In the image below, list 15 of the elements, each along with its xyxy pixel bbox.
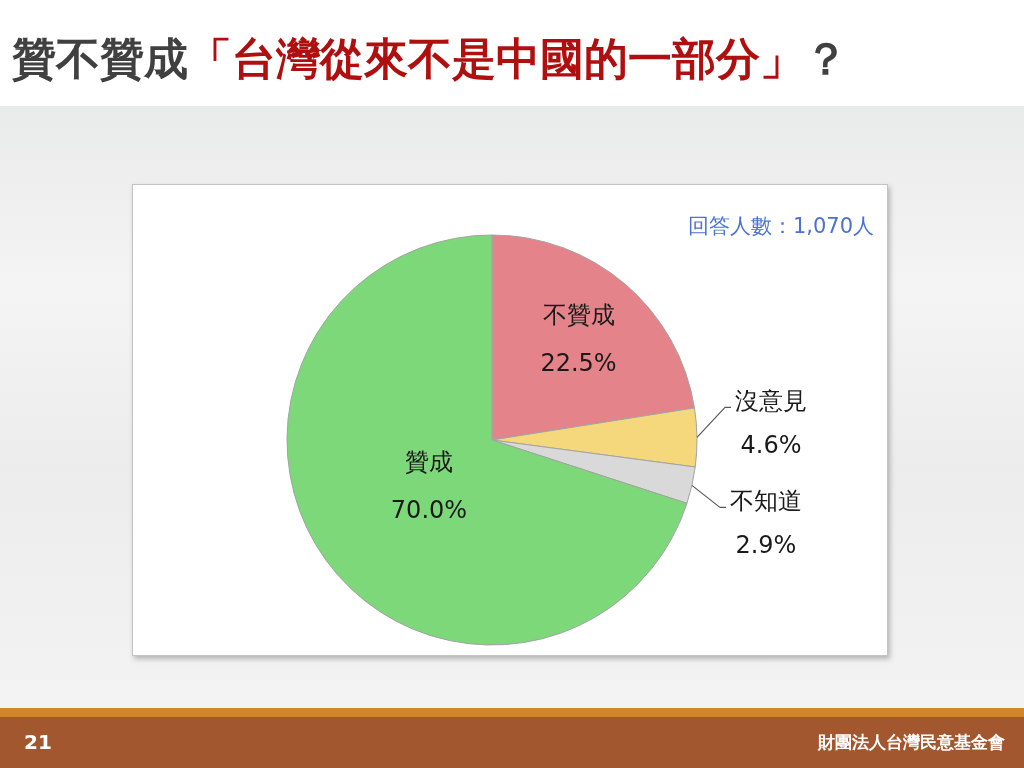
data-label: 70.0% bbox=[390, 495, 468, 524]
text: 21 bbox=[24, 730, 52, 754]
text: 回答人數：1,070人 bbox=[687, 214, 874, 238]
chart-title: 贊不贊成「台灣從來不是中國的一部分」？ bbox=[12, 33, 848, 84]
text: 財團法人台灣民意基金會 bbox=[818, 731, 1005, 753]
pie-slice bbox=[491, 407, 698, 468]
data-label: 22.5% bbox=[540, 348, 617, 377]
slice-label: 不贊成 bbox=[542, 300, 615, 329]
pie-slice bbox=[491, 234, 695, 441]
data-label: 4.6% bbox=[740, 431, 802, 460]
slice-label: 沒意見 bbox=[734, 387, 807, 416]
pie-slice bbox=[286, 234, 688, 646]
slice-label: 贊成 bbox=[404, 447, 453, 476]
slice-label: 不知道 bbox=[729, 487, 802, 516]
data-label: 2.9% bbox=[735, 531, 797, 560]
